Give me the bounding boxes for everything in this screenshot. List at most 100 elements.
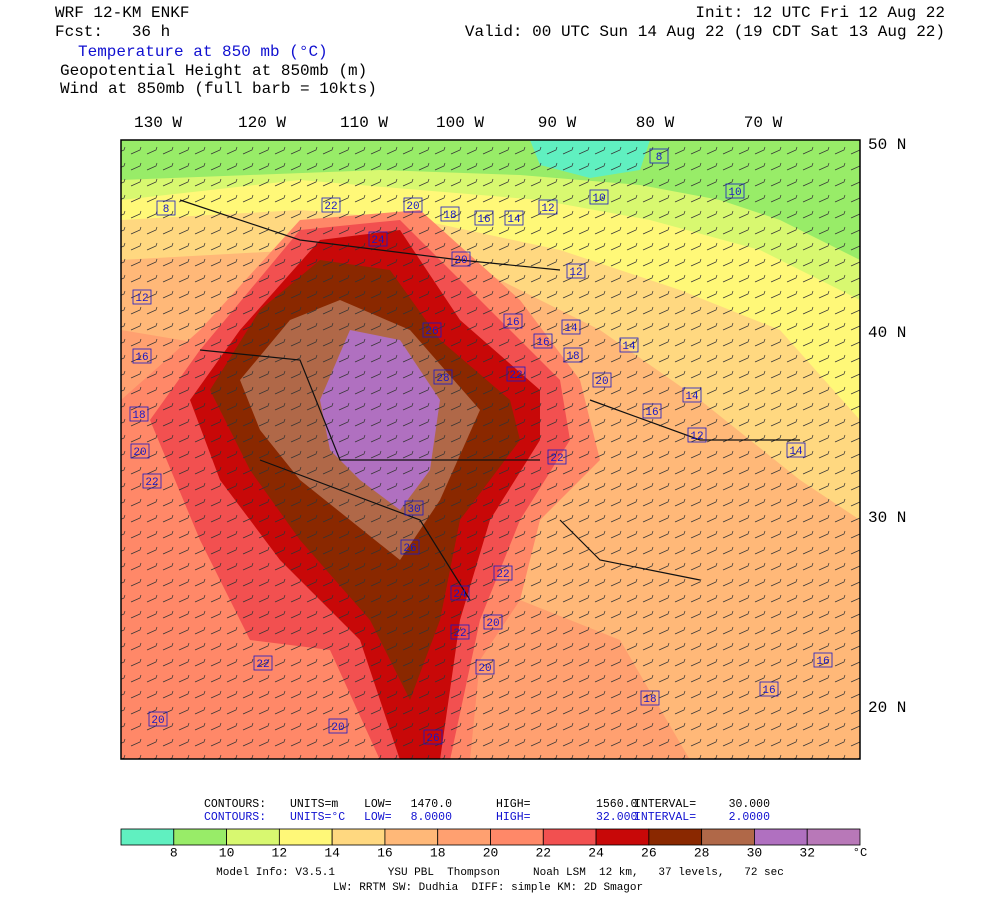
contour-label: 22 (256, 659, 269, 671)
contour-label-box (786, 442, 806, 458)
contour-info: 30.000 (729, 798, 771, 811)
model: WRF 12-KM ENKF (55, 4, 189, 22)
contour-info: CONTOURS: (204, 811, 266, 824)
latitude-label: 40 N (868, 324, 906, 342)
contour-label-box (148, 711, 168, 727)
contour-label-box (566, 263, 586, 279)
colorbar-tick: 12 (272, 845, 288, 860)
contour-label-box (504, 210, 524, 226)
longitude-label: 90 W (538, 114, 577, 132)
colorbar-swatch (701, 828, 755, 846)
colorbar-tick: 28 (694, 845, 710, 860)
contour-label: 22 (509, 370, 522, 382)
longitude-label: 70 W (744, 114, 783, 132)
contour-label: 12 (569, 267, 582, 279)
contour-label-box (450, 585, 470, 601)
footer: LW: RRTM SW: Dudhia DIFF: simple KM: 2D … (333, 882, 643, 894)
colorbar-swatch (806, 828, 861, 846)
colorbar-tick: 10 (219, 845, 235, 860)
longitude-label: 100 W (436, 114, 484, 132)
contour-label: 16 (477, 214, 490, 226)
colorbar-swatch (648, 828, 703, 846)
contour-label: 10 (592, 193, 605, 205)
longitude-label: 130 W (134, 114, 182, 132)
contour-label: 14 (622, 341, 636, 353)
colorbar-swatch (226, 828, 280, 846)
contour-label-box (619, 337, 639, 353)
contour-label: 30 (407, 504, 420, 516)
valid: Valid: 00 UTC Sun 14 Aug 22 (19 CDT Sat … (465, 23, 945, 41)
contour-label-box (368, 231, 388, 247)
contour-label: 16 (762, 685, 775, 697)
field: Wind at 850mb (full barb = 10kts) (60, 80, 377, 98)
contour-label: 20 (595, 376, 608, 388)
contour-label-box (404, 500, 424, 516)
contour-info: 1470.0 (411, 798, 453, 811)
contour-label-box (538, 199, 558, 215)
contour-label-box (450, 624, 470, 640)
contour-label: 26 (426, 733, 439, 745)
contour-label: 22 (453, 628, 466, 640)
contour-label-box (813, 652, 833, 668)
contour-label: 22 (550, 453, 563, 465)
colorbar-tick: 24 (588, 845, 604, 860)
colorbar-tick: 14 (324, 845, 340, 860)
contour-label: 12 (541, 203, 554, 215)
colorbar-swatch (437, 828, 491, 846)
contour-label: 28 (436, 373, 449, 385)
contour-label: 8 (656, 152, 663, 164)
contour-label-box (142, 473, 162, 489)
colorbar-swatch (754, 828, 808, 846)
contour-label-box (561, 319, 581, 335)
contour-label-box (547, 449, 567, 465)
colorbar-tick: 18 (430, 845, 446, 860)
colorbar-tick: 16 (377, 845, 393, 860)
colorbar-unit: °C (853, 846, 867, 860)
longitude-label: 110 W (340, 114, 388, 132)
contour-info: UNITS=m (290, 798, 338, 811)
contour-label-box (687, 427, 707, 443)
contour-label-box (649, 148, 669, 164)
contour-label-box (503, 313, 523, 329)
contour-label: 16 (816, 656, 829, 668)
contour-label-box (130, 443, 150, 459)
contour-info: LOW= (364, 811, 392, 824)
colorbar-tick: 22 (535, 845, 551, 860)
map-frame (120, 139, 861, 760)
contour-label: 20 (151, 715, 164, 727)
colorbar-swatch (120, 828, 175, 846)
contour-label: 18 (566, 351, 579, 363)
contour-label: 22 (324, 201, 337, 213)
contour-info: INTERVAL= (634, 798, 696, 811)
contour-label: 14 (507, 214, 521, 226)
contour-label-box (433, 369, 453, 385)
map-field (121, 140, 860, 759)
contour-label-box (506, 366, 526, 382)
contour-label-box (592, 372, 612, 388)
latitude-label: 30 N (868, 509, 906, 527)
contour-info: INTERVAL= (634, 811, 696, 824)
contour-label-box (563, 347, 583, 363)
longitude-label: 80 W (636, 114, 675, 132)
contour-info: LOW= (364, 798, 392, 811)
contour-label-box (475, 659, 495, 675)
contour-label: 10 (728, 187, 741, 199)
colorbar-swatch (173, 828, 227, 846)
contour-label-box (642, 403, 662, 419)
contour-label-box (423, 729, 443, 745)
contour-label: 18 (443, 210, 456, 222)
contour-label-box (321, 197, 341, 213)
contour-label: 18 (643, 694, 656, 706)
latitude-label: 50 N (868, 136, 906, 154)
contour-label-box (253, 655, 273, 671)
colorbar-swatch (595, 828, 650, 846)
contour-label: 24 (371, 235, 385, 247)
latitude-label: 20 N (868, 699, 906, 717)
contour-label-box (451, 251, 471, 267)
contour-label-box (132, 348, 152, 364)
contour-label: 22 (145, 477, 158, 489)
contour-label: 20 (406, 201, 419, 213)
colorbar-tick: 32 (799, 845, 815, 860)
contour-label: 20 (133, 447, 146, 459)
